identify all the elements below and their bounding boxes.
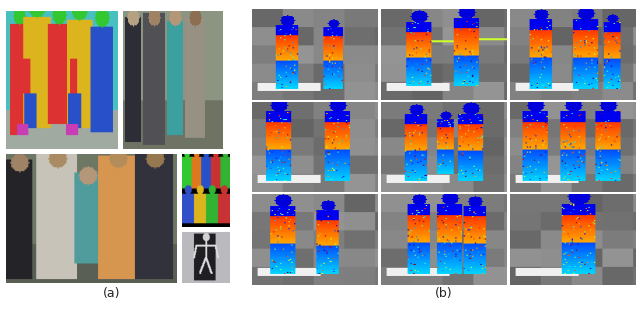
Text: (b): (b)	[435, 287, 452, 300]
Text: (a): (a)	[103, 287, 121, 300]
